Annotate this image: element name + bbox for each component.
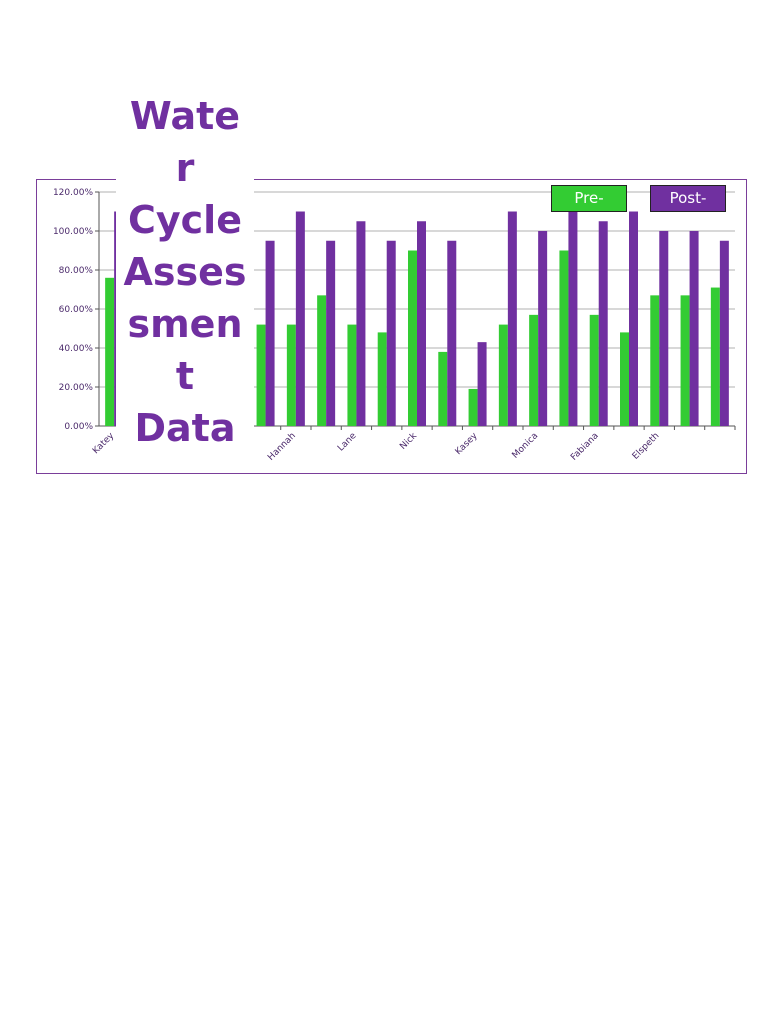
bar-post <box>659 231 669 426</box>
bar-post <box>629 211 638 426</box>
x-tick-label: Nick <box>398 431 419 452</box>
y-tick-label: 0.00% <box>64 422 93 432</box>
bar-pre <box>559 250 569 426</box>
bar-pre <box>408 250 417 426</box>
x-tick-label: Hannah <box>266 431 298 463</box>
bar-pre <box>680 295 690 426</box>
y-tick-label: 60.00% <box>59 305 94 315</box>
bar-post <box>538 231 548 426</box>
chart-title-line: r <box>175 146 195 190</box>
x-tick-label: Katey <box>91 431 117 457</box>
bar-post <box>265 240 275 426</box>
chart-title-line: Cycle <box>128 198 242 242</box>
x-tick-label: Elspeth <box>631 431 662 462</box>
bar-pre <box>286 324 296 426</box>
bar-post <box>568 211 578 426</box>
y-tick-label: 100.00% <box>53 227 93 237</box>
bar-pre <box>529 314 539 426</box>
y-tick-label: 80.00% <box>59 266 94 276</box>
bar-pre <box>498 324 508 426</box>
bar-pre <box>589 314 599 426</box>
legend-entry-post: Post- <box>650 185 726 212</box>
bar-post <box>356 221 366 426</box>
bar-pre <box>620 332 629 426</box>
bar-pre <box>468 388 478 426</box>
bar-post <box>326 240 336 426</box>
bar-pre <box>105 277 115 426</box>
y-tick-label: 20.00% <box>59 383 94 393</box>
legend-entry-pre: Pre- <box>551 185 627 212</box>
chart-title-line: Asses <box>123 250 247 294</box>
x-tick-label: Lane <box>336 431 359 454</box>
bar-pre <box>347 324 357 426</box>
bar-post <box>507 211 517 426</box>
x-tick-label: Monica <box>511 431 541 461</box>
chart-title-line: Data <box>134 406 236 450</box>
bar-pre <box>256 324 266 426</box>
bar-post <box>598 221 608 426</box>
y-tick-label: 40.00% <box>59 344 94 354</box>
chart-title: Wate r Cycle Asses smen t Data <box>116 90 254 454</box>
bar-post <box>719 240 729 426</box>
chart-title-line: Wate <box>129 94 241 138</box>
bar-post <box>477 342 487 426</box>
bar-post <box>417 221 426 426</box>
bar-post <box>689 231 699 426</box>
bar-post <box>447 240 457 426</box>
y-tick-label: 120.00% <box>53 188 93 198</box>
x-tick-label: Kasey <box>454 431 481 458</box>
chart-title-line: t <box>175 354 195 398</box>
chart-title-line: smen <box>127 302 243 346</box>
x-tick-label: Fabiana <box>569 431 601 463</box>
bar-post <box>386 240 396 426</box>
bar-pre <box>650 295 660 426</box>
bar-pre <box>317 295 327 426</box>
bar-pre <box>377 332 387 426</box>
bar-pre <box>710 287 720 426</box>
bar-pre <box>438 351 448 426</box>
bar-post <box>295 211 305 426</box>
